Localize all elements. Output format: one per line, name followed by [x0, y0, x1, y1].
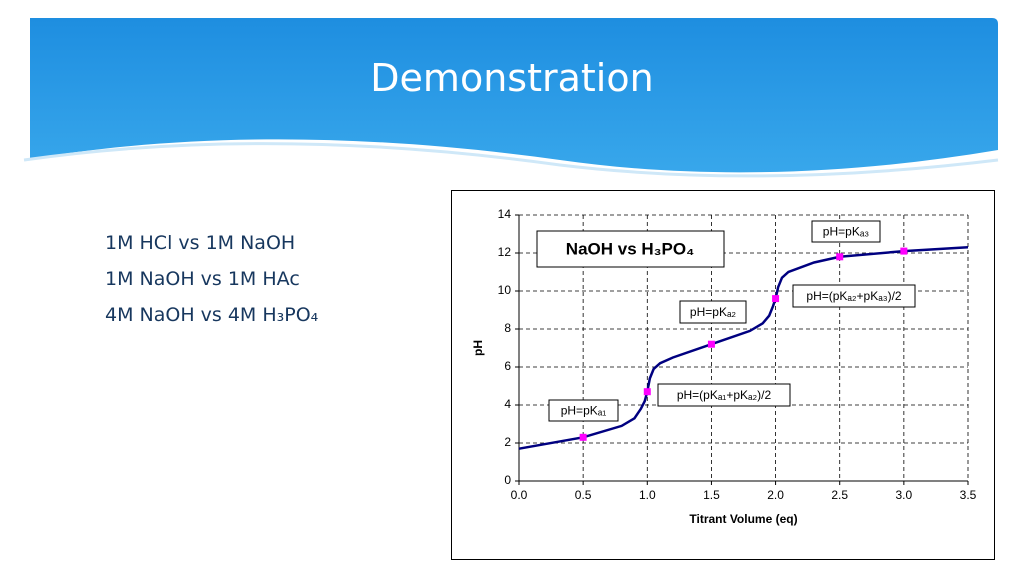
bullet: 1M HCl vs 1M NaOH: [105, 232, 296, 254]
y-tick-label: 10: [498, 283, 512, 297]
annotation: pH=pKₐ₂: [690, 305, 736, 319]
chart-title: NaOH vs H₃PO₄: [566, 239, 694, 258]
data-point: [900, 247, 908, 255]
y-tick-label: 0: [504, 473, 511, 487]
y-tick-label: 14: [498, 207, 512, 221]
x-tick-label: 0.5: [575, 488, 592, 502]
bullet: 4M NaOH vs 4M H₃PO₄: [105, 304, 319, 326]
annotation-box: [792, 284, 916, 308]
y-tick-label: 6: [504, 359, 511, 373]
annotation-box: [811, 220, 881, 243]
chart: 0 2 4 6 8 10 12 14 0.0 0.5 1.0 1.5 2.0 2.5 3.0 3.5 Titra…: [451, 190, 995, 560]
y-tick-label: 2: [504, 435, 511, 449]
annotation: pH=(pKₐ₁+pKₐ₂)/2: [677, 388, 772, 402]
x-tick-label: 2.0: [767, 488, 784, 502]
data-point: [836, 253, 844, 261]
annotation-box: [679, 300, 747, 324]
data-point: [772, 295, 780, 303]
annotation: pH=pKₐ₁: [561, 404, 607, 418]
chart-title-box: [536, 230, 725, 268]
x-tick-label: 3.0: [896, 488, 913, 502]
x-axis-label: Titrant Volume (eq): [689, 512, 797, 526]
annotation: pH=pKₐ₃: [823, 225, 869, 239]
data-line: [518, 246, 969, 450]
annotation: pH=(pKₐ₂+pKₐ₃)/2: [806, 289, 902, 303]
y-axis-label: pH: [471, 340, 485, 356]
x-tick-label: 3.5: [960, 488, 977, 502]
x-tick-label: 0.0: [511, 488, 528, 502]
bullet: 1M NaOH vs 1M HAc: [105, 268, 300, 290]
x-tick-label: 1.0: [639, 488, 656, 502]
x-tick-label: 1.5: [703, 488, 720, 502]
annotation-box: [548, 399, 619, 422]
slide-title: Demonstration: [370, 56, 654, 100]
y-tick-label: 4: [504, 397, 511, 411]
data-point: [707, 340, 715, 348]
y-tick-label: 8: [504, 321, 511, 335]
x-tick-label: 2.5: [831, 488, 848, 502]
data-point: [579, 433, 587, 441]
bullet-list: 1M HCl vs 1M NaOH 1M NaOH vs 1M HAc 4M N…: [105, 232, 318, 340]
y-tick-label: 12: [498, 245, 512, 259]
data-point: [643, 388, 651, 396]
annotation-box: [657, 383, 791, 407]
